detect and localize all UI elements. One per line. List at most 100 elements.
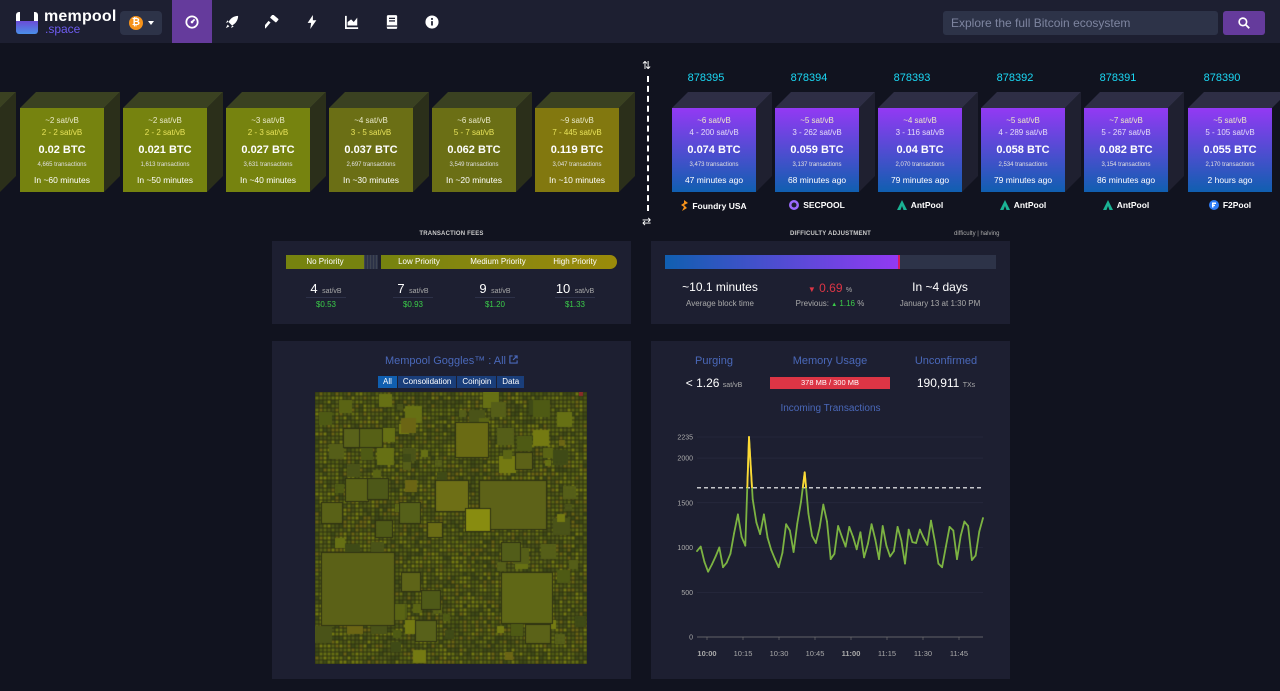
top-navbar: mempool .space ₿ <box>0 0 1280 43</box>
incoming-transactions-chart[interactable]: 0 500 1000 1500 2000 2235 10:00 10:15 10:30 10:45… <box>651 418 1010 672</box>
data-point <box>800 500 802 503</box>
priority-bar <box>381 255 617 269</box>
block-tx-count: 3,137 transactions <box>792 162 842 168</box>
block-total-btc: 0.02 BTC <box>38 144 86 156</box>
block-fee-range: 2 - 2 sat/vB <box>41 128 83 137</box>
swap-horizontal-icon[interactable]: ⇄ <box>642 216 652 228</box>
mempool-block-visualization[interactable] <box>315 392 587 664</box>
pool-label[interactable]: AntPool <box>870 200 970 210</box>
block-height[interactable]: 878393 <box>893 72 931 84</box>
no-priority-bar: No Priority <box>286 255 364 269</box>
difficulty-halving-toggle[interactable]: difficulty | halving <box>954 231 1000 237</box>
search-button[interactable] <box>1223 11 1265 35</box>
search-input[interactable] <box>943 11 1218 35</box>
mined-block[interactable]: ~5 sat/vB 4 - 289 sat/vB 0.058 BTC 2,534… <box>981 92 1081 192</box>
block-height[interactable]: 878390 <box>1203 72 1241 84</box>
difficulty-change: ▼ 0.69 % <box>785 281 875 295</box>
block-tx-count: 3,154 transactions <box>1101 162 1151 168</box>
mined-block[interactable]: ~6 sat/vB 4 - 200 sat/vB 0.074 BTC 3,473… <box>672 92 772 192</box>
data-point <box>948 526 951 528</box>
pool-label[interactable]: AntPool <box>973 200 1073 210</box>
difficulty-eta: In ~4 days <box>912 280 968 294</box>
mined-block[interactable]: ~5 sat/vB 3 - 262 sat/vB 0.059 BTC 3,137… <box>775 92 875 192</box>
block-tx-count: 2,070 transactions <box>895 162 945 168</box>
data-point <box>710 563 713 566</box>
swap-vertical-icon[interactable]: ⇅ <box>642 60 652 72</box>
pool-name: Foundry USA <box>692 200 747 211</box>
fees-card <box>272 241 631 324</box>
data-point <box>762 513 765 516</box>
block-eta: In ~50 minutes <box>137 175 193 185</box>
y-tick-label: 2000 <box>677 456 693 463</box>
pool-label[interactable]: AntPool <box>1076 200 1176 210</box>
data-point <box>744 544 747 547</box>
mempool-block[interactable]: ~3 sat/vB 2 - 3 sat/vB 0.027 BTC 3,631 t… <box>226 92 326 192</box>
medium-priority-fee: 9 sat/vB <box>460 280 530 298</box>
mined-block[interactable]: ~7 sat/vB 5 - 267 sat/vB 0.082 BTC 3,154… <box>1084 92 1184 192</box>
nav-lightning[interactable] <box>292 0 332 43</box>
data-point <box>982 517 984 519</box>
mined-block[interactable]: ~5 sat/vB 5 - 105 sat/vB 0.055 BTC 2,170… <box>1188 92 1280 192</box>
data-point <box>852 535 854 538</box>
data-point <box>848 526 851 528</box>
goggles-filter-tabs: All Consolidation Coinjoin Data <box>378 376 525 388</box>
block-fee-range: 3 - 262 sat/vB <box>792 128 842 137</box>
mempool-block[interactable]: ~4 sat/vB 3 - 5 sat/vB 0.037 BTC 2,697 t… <box>329 92 429 192</box>
fee-value: 10 <box>555 281 571 296</box>
mempool-block[interactable]: ~2 sat/vB 2 - 2 sat/vB 0.02 BTC 4,665 tr… <box>20 92 120 192</box>
block-total-btc: 0.058 BTC <box>996 144 1050 156</box>
block-total-btc: 0.037 BTC <box>344 144 398 156</box>
mempool-block[interactable]: ~6 sat/vB 5 - 7 sat/vB 0.062 BTC 3,549 t… <box>432 92 532 192</box>
tab-all[interactable]: All <box>378 376 397 388</box>
block-height[interactable]: 878391 <box>1099 72 1137 84</box>
secpool-icon <box>789 200 800 210</box>
external-link-icon <box>509 355 518 364</box>
difficulty-progress-fill <box>665 255 900 269</box>
block-fee-range: 2 - 3 sat/vB <box>247 128 289 137</box>
unconfirmed-label: Unconfirmed <box>914 355 978 367</box>
block-eta: In ~40 minutes <box>240 175 296 185</box>
goggles-title[interactable]: Mempool Goggles™ : All <box>272 355 631 367</box>
block-total-btc: 0.062 BTC <box>447 144 501 156</box>
x-tick-label: 10:30 <box>770 649 789 658</box>
nav-docs[interactable] <box>372 0 412 43</box>
nav-dashboard[interactable] <box>172 0 212 43</box>
nav-mining[interactable] <box>252 0 292 43</box>
mempool-block[interactable]: ~2 sat/vB 2 - 2 sat/vB 0.021 BTC 1,613 t… <box>123 92 223 192</box>
pool-label[interactable]: Foundry USA <box>664 200 764 211</box>
block-fee-range: 2 - 2 sat/vB <box>144 128 186 137</box>
tab-consolidation[interactable]: Consolidation <box>397 376 457 388</box>
incoming-transactions-title: Incoming Transactions <box>780 403 881 414</box>
block-median-fee: ~7 sat/vB <box>1109 116 1143 125</box>
block-height[interactable]: 878392 <box>996 72 1034 84</box>
data-point <box>781 551 784 554</box>
nav-accelerator[interactable] <box>212 0 252 43</box>
chart-icon <box>345 15 359 29</box>
data-point <box>926 543 929 546</box>
tab-data[interactable]: Data <box>497 376 525 388</box>
pool-label[interactable]: F2Pool <box>1180 200 1280 210</box>
data-point <box>718 546 721 549</box>
mined-block[interactable]: ~4 sat/vB 3 - 116 sat/vB 0.04 BTC 2,070 … <box>878 92 978 192</box>
difficulty-eta-date: January 13 at 1:30 PM <box>899 299 981 308</box>
block-height[interactable]: 878395 <box>687 72 725 84</box>
block-eta: In ~30 minutes <box>343 175 399 185</box>
data-point <box>714 555 717 558</box>
block-height[interactable]: 878394 <box>790 72 828 84</box>
network-selector-button[interactable]: ₿ <box>120 11 162 35</box>
nav-graphs[interactable] <box>332 0 372 43</box>
pool-label[interactable]: SECPOOL <box>767 200 867 210</box>
nav-about[interactable] <box>412 0 452 43</box>
mempool-logo[interactable]: mempool .space <box>16 8 116 36</box>
tab-coinjoin[interactable]: Coinjoin <box>457 376 497 388</box>
mempool-block[interactable]: ~9 sat/vB 7 - 445 sat/vB 0.119 BTC 3,047… <box>535 92 635 192</box>
data-point <box>970 559 973 561</box>
memory-usage-label: Memory Usage <box>792 355 868 367</box>
pool-name: AntPool <box>910 200 944 210</box>
data-point <box>703 560 706 563</box>
fee-divider <box>393 297 433 298</box>
block-median-fee: ~5 sat/vB <box>800 116 834 125</box>
up-arrow-icon: ▲ <box>831 302 838 308</box>
fee-value: 9 <box>479 281 487 296</box>
y-tick-label: 0 <box>689 635 693 642</box>
